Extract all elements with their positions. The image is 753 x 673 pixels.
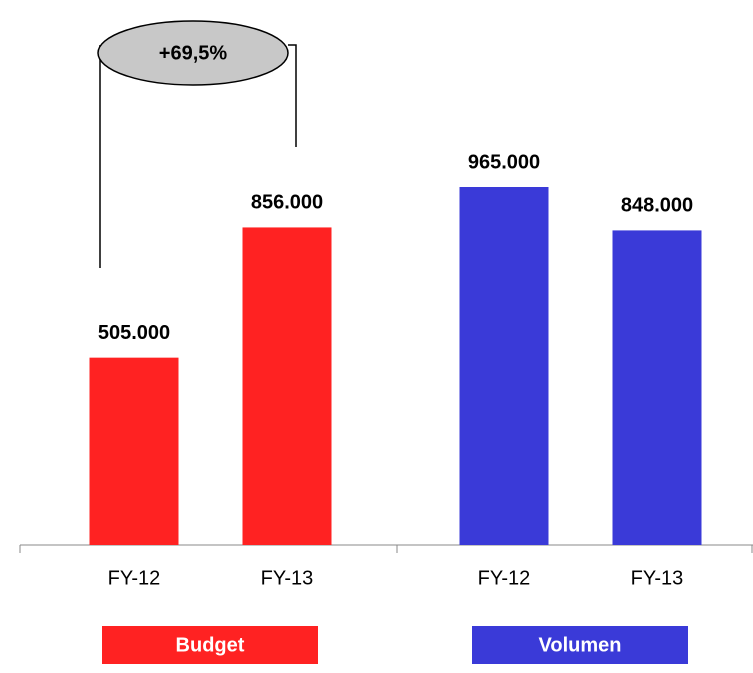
x-tick-label: FY-12 <box>108 567 161 589</box>
legend-swatch <box>472 626 688 664</box>
growth-annotation: +69,5% <box>97 20 297 268</box>
bar <box>89 357 179 545</box>
bracket-right <box>288 44 297 147</box>
x-tick-label: FY-12 <box>478 567 531 589</box>
bar <box>612 230 702 545</box>
value-label: 848.000 <box>621 195 693 217</box>
value-label: 505.000 <box>98 322 170 344</box>
value-label: 965.000 <box>468 151 540 173</box>
legend-label: Volumen <box>539 634 622 656</box>
legend-swatch <box>102 626 318 664</box>
legend-label: Budget <box>176 634 245 656</box>
bar <box>459 187 549 545</box>
bar <box>242 227 332 545</box>
value-label: 856.000 <box>251 192 323 214</box>
annotation-bubble <box>97 20 289 86</box>
x-tick-label: FY-13 <box>261 567 314 589</box>
annotation-text: +69,5% <box>159 42 228 64</box>
x-tick-label: FY-13 <box>631 567 684 589</box>
